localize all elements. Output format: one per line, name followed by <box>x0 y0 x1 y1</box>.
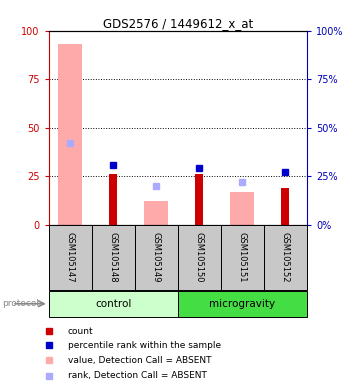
Bar <box>282 188 289 225</box>
Bar <box>178 291 307 317</box>
Bar <box>264 225 307 290</box>
Text: control: control <box>95 299 131 309</box>
Text: percentile rank within the sample: percentile rank within the sample <box>68 341 221 350</box>
Text: rank, Detection Call = ABSENT: rank, Detection Call = ABSENT <box>68 371 207 380</box>
Bar <box>230 192 254 225</box>
Text: GSM105150: GSM105150 <box>195 232 204 283</box>
Bar <box>49 291 178 317</box>
Bar <box>49 225 92 290</box>
Bar <box>221 225 264 290</box>
Bar <box>195 174 203 225</box>
Text: GSM105152: GSM105152 <box>281 232 290 283</box>
Text: microgravity: microgravity <box>209 299 275 309</box>
Bar <box>135 225 178 290</box>
Text: GSM105148: GSM105148 <box>109 232 118 283</box>
Bar <box>144 201 168 225</box>
Text: count: count <box>68 327 93 336</box>
Title: GDS2576 / 1449612_x_at: GDS2576 / 1449612_x_at <box>103 17 253 30</box>
Bar <box>92 225 135 290</box>
Bar <box>178 225 221 290</box>
Bar <box>109 174 117 225</box>
Text: GSM105149: GSM105149 <box>152 232 161 283</box>
Text: GSM105147: GSM105147 <box>66 232 75 283</box>
Text: value, Detection Call = ABSENT: value, Detection Call = ABSENT <box>68 356 212 365</box>
Text: GSM105151: GSM105151 <box>238 232 247 283</box>
Bar <box>58 44 82 225</box>
Text: protocol: protocol <box>2 299 39 308</box>
